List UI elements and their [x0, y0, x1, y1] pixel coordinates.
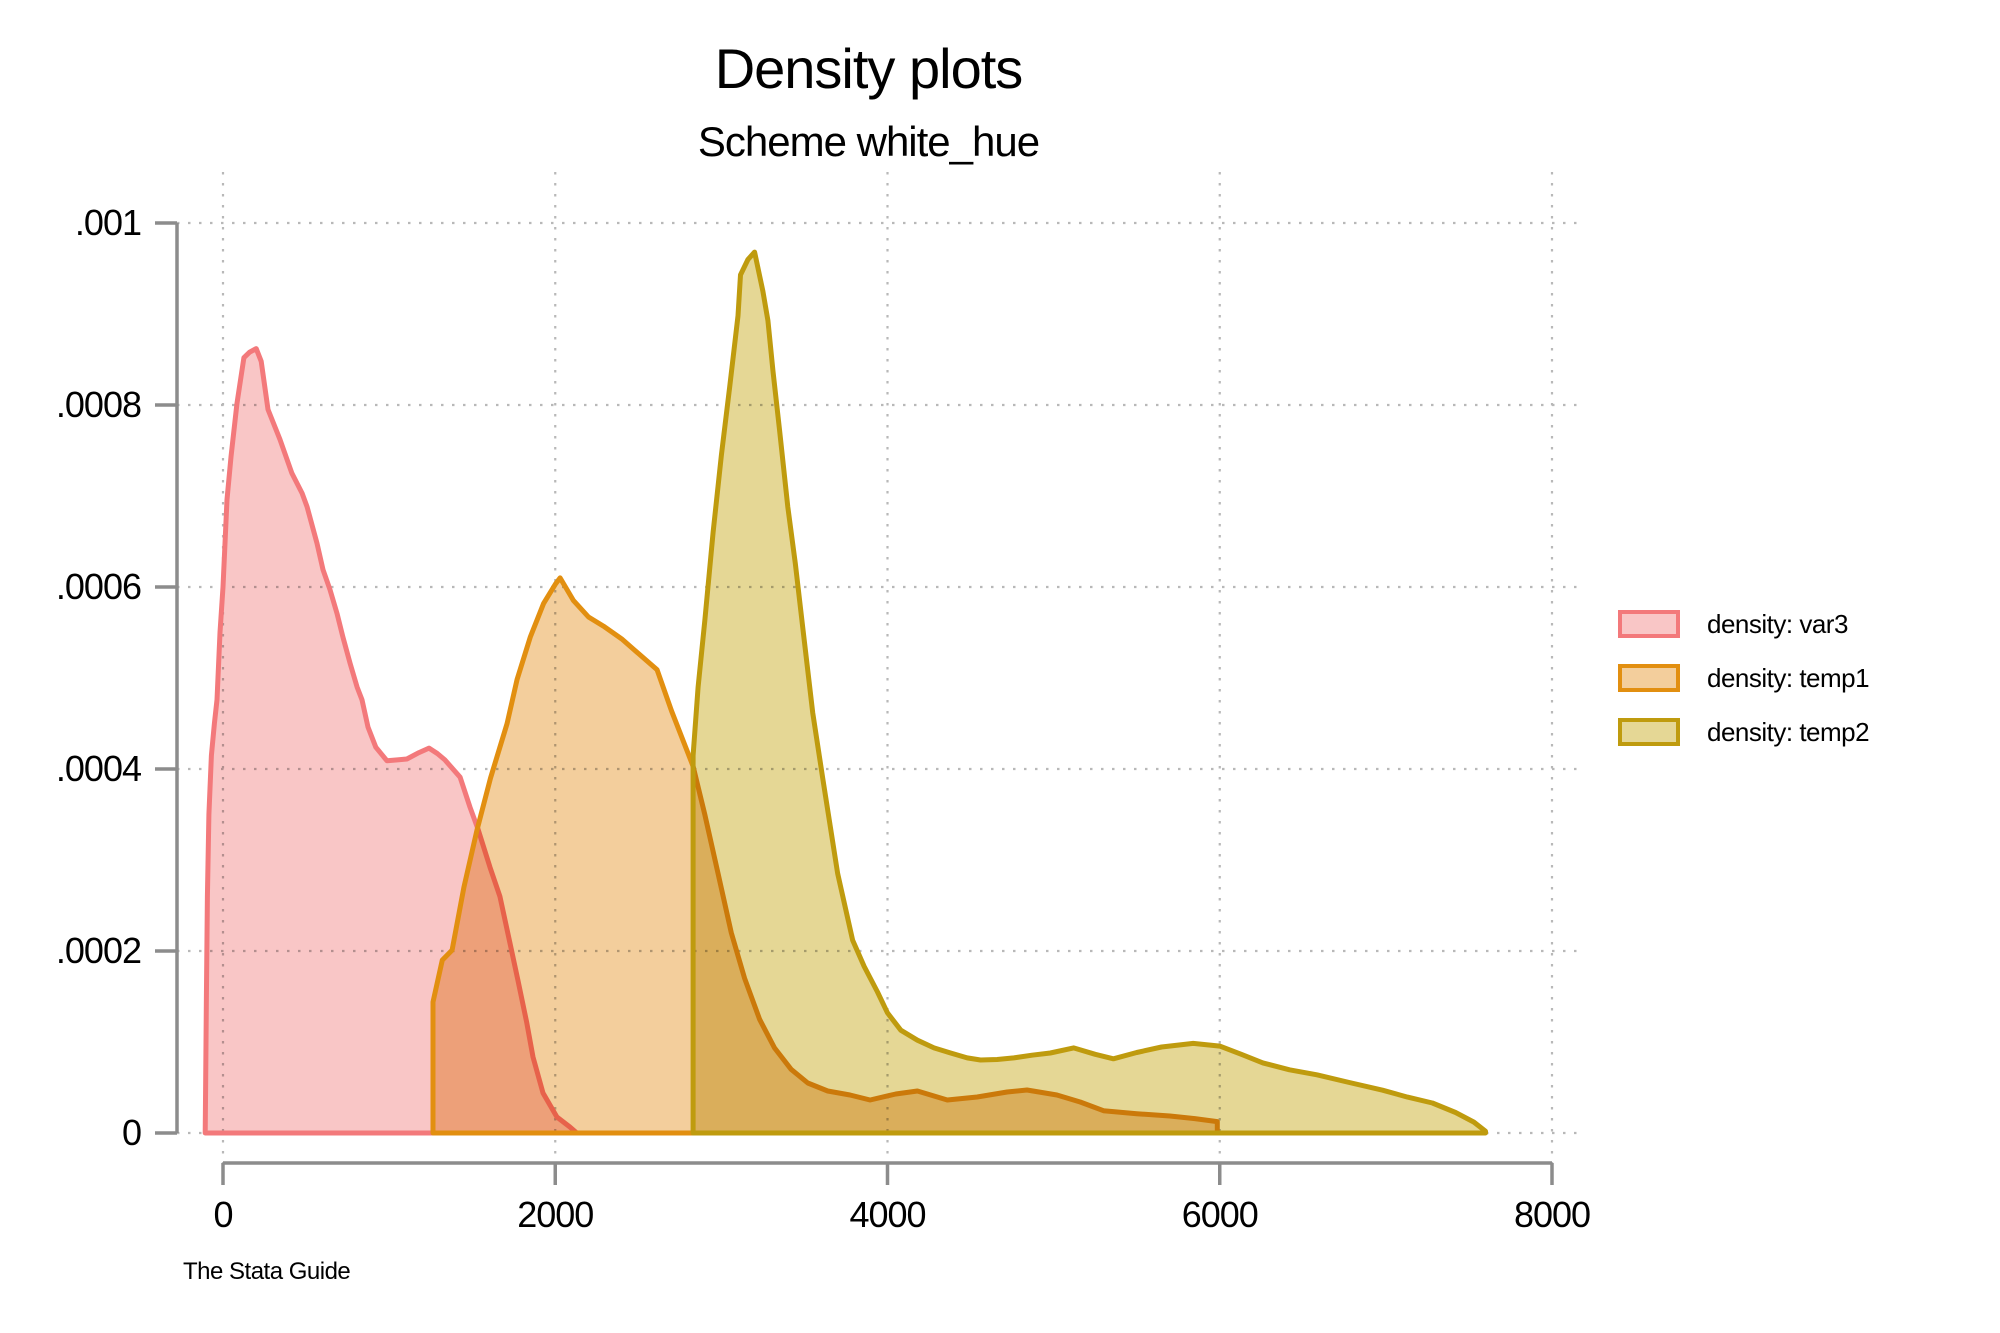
legend: density: var3 density: temp1 density: te…	[1618, 608, 1870, 772]
legend-item: density: temp1	[1618, 662, 1870, 693]
legend-label: density: temp2	[1707, 716, 1870, 747]
legend-swatch-var3	[1618, 610, 1680, 638]
density-area-3	[693, 252, 1486, 1134]
watermark-caption: The Stata Guide	[183, 1258, 351, 1285]
density-area-2	[433, 577, 1218, 1133]
y-tick-label: 0	[122, 1112, 141, 1153]
y-tick-label: .0002	[56, 930, 141, 971]
x-tick-label: 2000	[517, 1194, 593, 1235]
density-curve-3	[690, 249, 1488, 1136]
chart-title: Density plots	[714, 37, 1024, 100]
y-tick-label: .0004	[56, 748, 141, 789]
legend-swatch-temp2	[1618, 718, 1680, 746]
legend-item: density: var3	[1618, 608, 1869, 639]
legend-label: density: temp1	[1707, 662, 1870, 693]
x-tick-label: 4000	[849, 1194, 925, 1235]
legend-swatch-temp1	[1618, 664, 1680, 692]
y-tick-label: .0006	[56, 566, 141, 607]
x-tick-label: 6000	[1182, 1194, 1258, 1235]
x-tick-label: 8000	[1514, 1194, 1590, 1235]
legend-label: density: var3	[1707, 608, 1848, 639]
y-tick-label: .001	[75, 202, 141, 243]
x-tick-label: 0	[213, 1194, 232, 1235]
legend-item: density: temp2	[1618, 716, 1870, 747]
y-tick-label: .0008	[56, 384, 141, 425]
chart-subtitle: Scheme white_hue	[697, 118, 1040, 165]
